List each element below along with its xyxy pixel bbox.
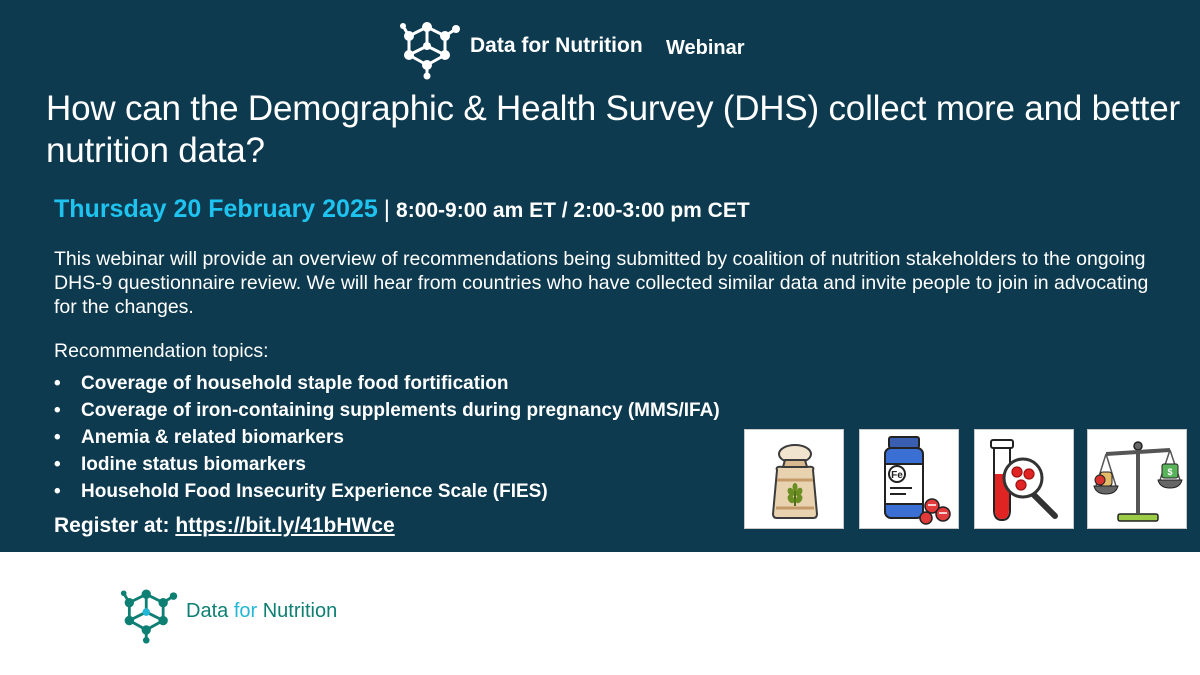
blood-test-tile bbox=[974, 429, 1074, 529]
footer-brand-for: for bbox=[233, 600, 258, 622]
iron-supplement-tile: Fe bbox=[859, 429, 959, 529]
flour-sack-tile bbox=[744, 429, 844, 529]
food-scale-tile: $ bbox=[1087, 429, 1187, 529]
webinar-banner: Data for Nutrition Webinar How can the D… bbox=[0, 0, 1200, 552]
footer-brand-name: Data for Nutrition bbox=[186, 600, 337, 623]
register-link[interactable]: https://bit.ly/41bHWce bbox=[175, 514, 395, 537]
svg-text:$: $ bbox=[1167, 467, 1172, 477]
register-line: Register at: https://bit.ly/41bHWce bbox=[54, 514, 395, 538]
list-item: Coverage of iron-containing supplements … bbox=[54, 397, 720, 424]
schedule-line: Thursday 20 February 2025 | 8:00-9:00 am E… bbox=[54, 195, 750, 224]
iron-supplement-bottle-icon: Fe bbox=[884, 436, 951, 525]
list-item: Coverage of household staple food fortif… bbox=[54, 370, 720, 397]
event-date: Thursday 20 February 2025 bbox=[54, 195, 378, 223]
flour-sack-icon bbox=[771, 444, 819, 519]
page-title: How can the Demographic & Health Survey … bbox=[46, 89, 1180, 170]
topics-list: Coverage of household staple food fortif… bbox=[54, 370, 720, 505]
footer-logo-icon bbox=[120, 589, 178, 644]
brand-name: Data for Nutrition bbox=[470, 34, 643, 57]
brand-suffix: Webinar bbox=[666, 37, 745, 59]
food-balance-scale-icon: $ bbox=[1093, 441, 1183, 522]
footer-brand-nutrition: Nutrition bbox=[262, 600, 338, 622]
blood-test-tube-icon bbox=[990, 439, 1058, 522]
list-item: Anemia & related biomarkers bbox=[54, 424, 720, 451]
list-item: Household Food Insecurity Experience Sca… bbox=[54, 478, 720, 505]
event-time: 8:00-9:00 am ET / 2:00-3:00 pm CET bbox=[396, 199, 750, 222]
schedule-separator: | bbox=[383, 196, 391, 223]
event-description: This webinar will provide an overview of… bbox=[54, 248, 1149, 318]
register-label: Register at: bbox=[54, 514, 170, 537]
molecule-network-icon bbox=[400, 22, 460, 80]
topics-heading: Recommendation topics: bbox=[54, 340, 269, 362]
list-item: Iodine status biomarkers bbox=[54, 451, 720, 478]
footer-brand-data: Data bbox=[186, 600, 229, 622]
iron-label: Fe bbox=[891, 470, 903, 481]
